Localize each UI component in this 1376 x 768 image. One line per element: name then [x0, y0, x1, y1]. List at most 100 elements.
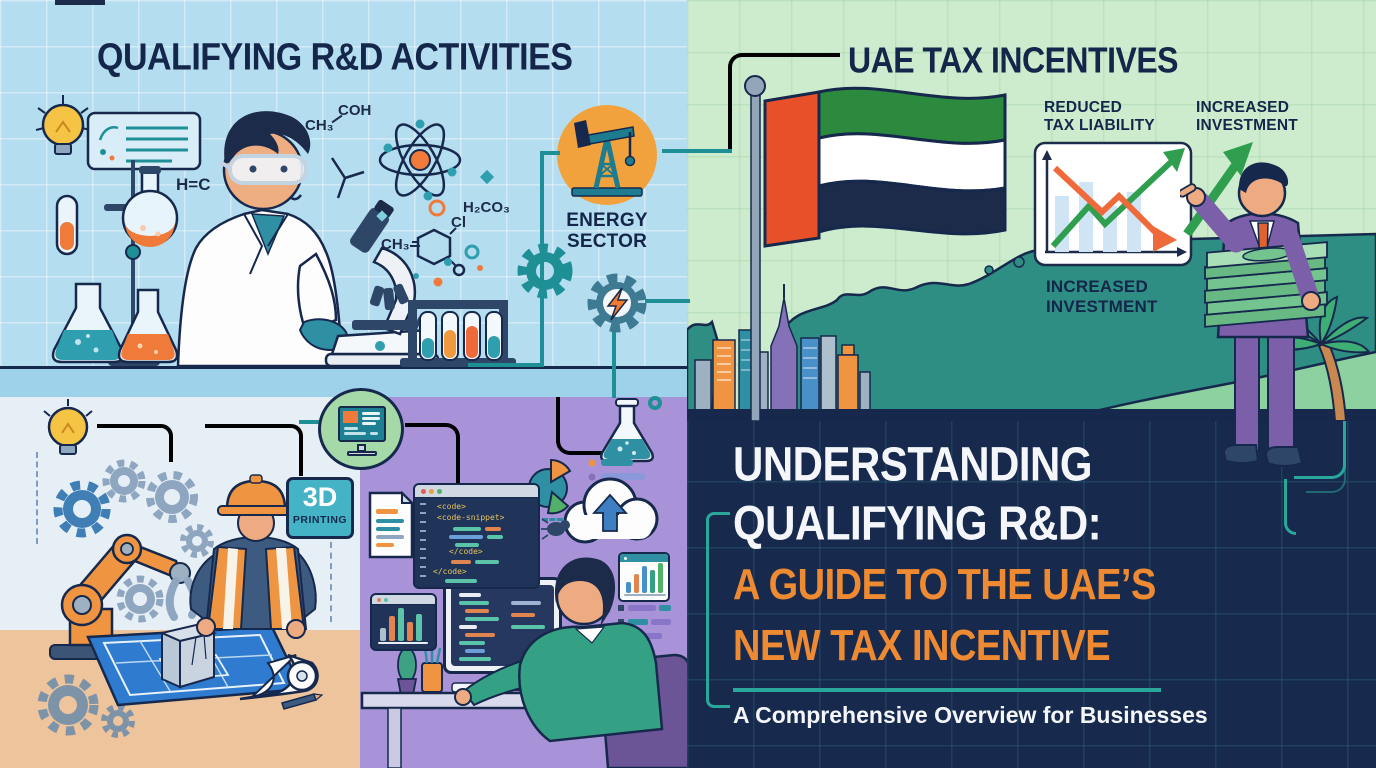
document-icon [368, 490, 415, 559]
code-editor-window: <code> <code-snippet> </code> </code> [413, 483, 540, 589]
molecule-icon [330, 157, 365, 199]
connector-circle-code [405, 423, 460, 485]
window-dot-teal [384, 598, 388, 602]
floor-gears-icon [37, 674, 135, 738]
tax-chart-card [1033, 141, 1193, 267]
round-flask-icon [121, 166, 179, 247]
energy-sector-icon [557, 105, 657, 205]
city-skyline-icon [694, 284, 871, 412]
formula-h2co3: H₂CO₃ [463, 199, 510, 216]
monitor-screen-block [343, 411, 358, 423]
card-header-dot [624, 556, 627, 560]
increased-investment-label-bottom: INCREASED INVESTMENT [1046, 277, 1158, 317]
connector-bulb-b [205, 424, 303, 476]
bar-chart-window [370, 593, 437, 651]
code-snippet-tag: <code-snippet> [437, 513, 505, 522]
connector-software-down [556, 397, 606, 455]
card-header [620, 554, 668, 562]
window-dot-red [421, 489, 426, 494]
hero-line-4: NEW TAX INCENTIVE [733, 622, 1111, 671]
flask-orange-icon [117, 288, 179, 364]
energy-sector-label: ENERGY SECTOR [550, 210, 664, 252]
window-dot-green [437, 489, 442, 494]
connector-circle-left [299, 420, 321, 424]
developer-illustration [454, 557, 687, 768]
top-edge-mark [55, 0, 105, 5]
software-illustration [360, 398, 687, 768]
hero-step-line-3 [1306, 421, 1346, 493]
connector-title-flag [728, 53, 840, 153]
bug-icon [541, 518, 570, 540]
increased-investment-label-top: INCREASED INVESTMENT [1196, 99, 1298, 135]
connector-bulb-a [97, 424, 173, 462]
printing-badge-bottom: PRINTING [292, 514, 348, 526]
desk-monitor [443, 577, 562, 674]
energy-gear-icon [587, 273, 647, 333]
connector-gear-right [645, 299, 690, 303]
hero-step-line-2 [1284, 479, 1296, 535]
line-number-gutter [420, 503, 426, 581]
increased-bottom-line1: INCREASED [1046, 277, 1148, 296]
formula-cl: Cl [451, 214, 466, 231]
test-tube-icon [55, 194, 79, 256]
research-title: QUALIFYING R&D ACTIVITIES [97, 36, 573, 79]
panel-research [0, 0, 687, 397]
formula-ch3b-bond [410, 245, 420, 247]
hero-line-3: A GUIDE TO THE UAE’S [733, 561, 1156, 610]
cloud-upload-icon [563, 477, 659, 544]
connector-terminal-ring [648, 396, 662, 410]
connector-bench-left [468, 363, 544, 367]
atom-icon [378, 119, 462, 201]
formula-ch3: CH₃ [305, 117, 334, 134]
monitor-icon [338, 406, 386, 442]
hero-line-2: QUALIFYING R&D: [733, 496, 1102, 551]
reduced-tax-label: REDUCED TAX LIABILITY [1044, 99, 1155, 135]
connector-energy-left [540, 151, 560, 155]
lightbulb-icon [35, 95, 91, 155]
scientist-illustration [176, 111, 348, 368]
connector-gear-flask [612, 332, 616, 398]
test-tube-rack-icon [400, 300, 516, 367]
gears-cluster-icon [53, 459, 214, 623]
code-open-tag: <code> [437, 502, 466, 511]
energy-label-line1: ENERGY [566, 210, 648, 231]
hero-bracket [706, 512, 730, 708]
research-lab-illustration [35, 95, 657, 368]
businessman-illustration [1180, 162, 1328, 467]
gear-icon [517, 243, 573, 299]
engineering-illustration [37, 399, 324, 738]
hero-line-1: UNDERSTANDING [733, 437, 1093, 492]
connector-flag-energy [662, 149, 732, 153]
benzene-ring-icon [412, 227, 466, 277]
paper-roll-icon [239, 653, 319, 701]
incentives-title: UAE TAX INCENTIVES [848, 40, 1179, 81]
flask-teal-icon [51, 282, 125, 364]
reduced-line1: REDUCED [1044, 99, 1123, 116]
code-close-tag-2: </code> [433, 567, 467, 576]
bar-chart-card [618, 552, 670, 602]
window-dot-yellow [429, 489, 434, 494]
increased-top-line1: INCREASED [1196, 99, 1290, 116]
printing-badge: 3D PRINTING [286, 477, 354, 539]
monitor-circle-badge [318, 388, 404, 470]
pencil-icon [281, 693, 324, 710]
hero-divider [733, 688, 1161, 692]
hero-subtitle: A Comprehensive Overview for Businesses [733, 702, 1208, 728]
whiteboard-icon [86, 111, 202, 171]
dashed-line-3d [330, 542, 332, 622]
window-titlebar [415, 485, 538, 498]
robot-arm-icon [49, 533, 200, 660]
formula-coh: COH [338, 102, 372, 119]
dashed-line-gears [36, 452, 38, 544]
reduced-line2: TAX LIABILITY [1044, 117, 1155, 134]
engineer-illustration [189, 474, 317, 639]
skyline-base [687, 409, 1376, 421]
chemistry-dots [376, 169, 495, 287]
dashed-line-code [542, 518, 570, 521]
window-dot-orange [377, 598, 381, 602]
formula-hc: H=C [176, 175, 211, 194]
printing-badge-top: 3D [302, 482, 338, 512]
uae-flag-icon [744, 75, 1007, 421]
formula-ch3b: CH₃ [381, 236, 410, 253]
increased-top-line2: INVESTMENT [1196, 117, 1298, 134]
